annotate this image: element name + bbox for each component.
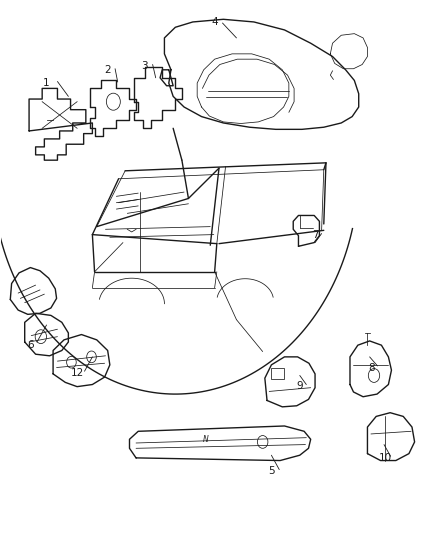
Text: 2: 2 [104, 65, 111, 75]
Bar [271, 368, 284, 379]
Text: 5: 5 [268, 466, 275, 476]
Text: 12: 12 [71, 368, 84, 378]
Text: 8: 8 [368, 362, 375, 373]
Text: N: N [203, 435, 209, 444]
Text: 10: 10 [378, 453, 392, 463]
Text: 9: 9 [297, 381, 303, 391]
Text: 7: 7 [312, 230, 318, 240]
Text: 1: 1 [43, 78, 50, 88]
Text: 4: 4 [211, 17, 218, 27]
Text: 3: 3 [141, 61, 148, 70]
Text: 6: 6 [27, 340, 34, 350]
